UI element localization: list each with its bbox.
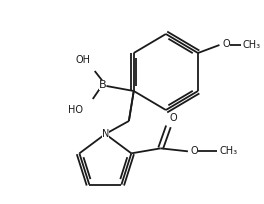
Text: CH₃: CH₃ (243, 40, 261, 50)
Text: CH₃: CH₃ (219, 146, 237, 156)
Text: O: O (222, 39, 230, 49)
Text: O: O (169, 113, 177, 123)
Text: O: O (191, 146, 199, 156)
Text: HO: HO (68, 105, 83, 115)
Text: OH: OH (76, 55, 91, 65)
Text: N: N (102, 129, 109, 139)
Text: B: B (99, 80, 106, 90)
